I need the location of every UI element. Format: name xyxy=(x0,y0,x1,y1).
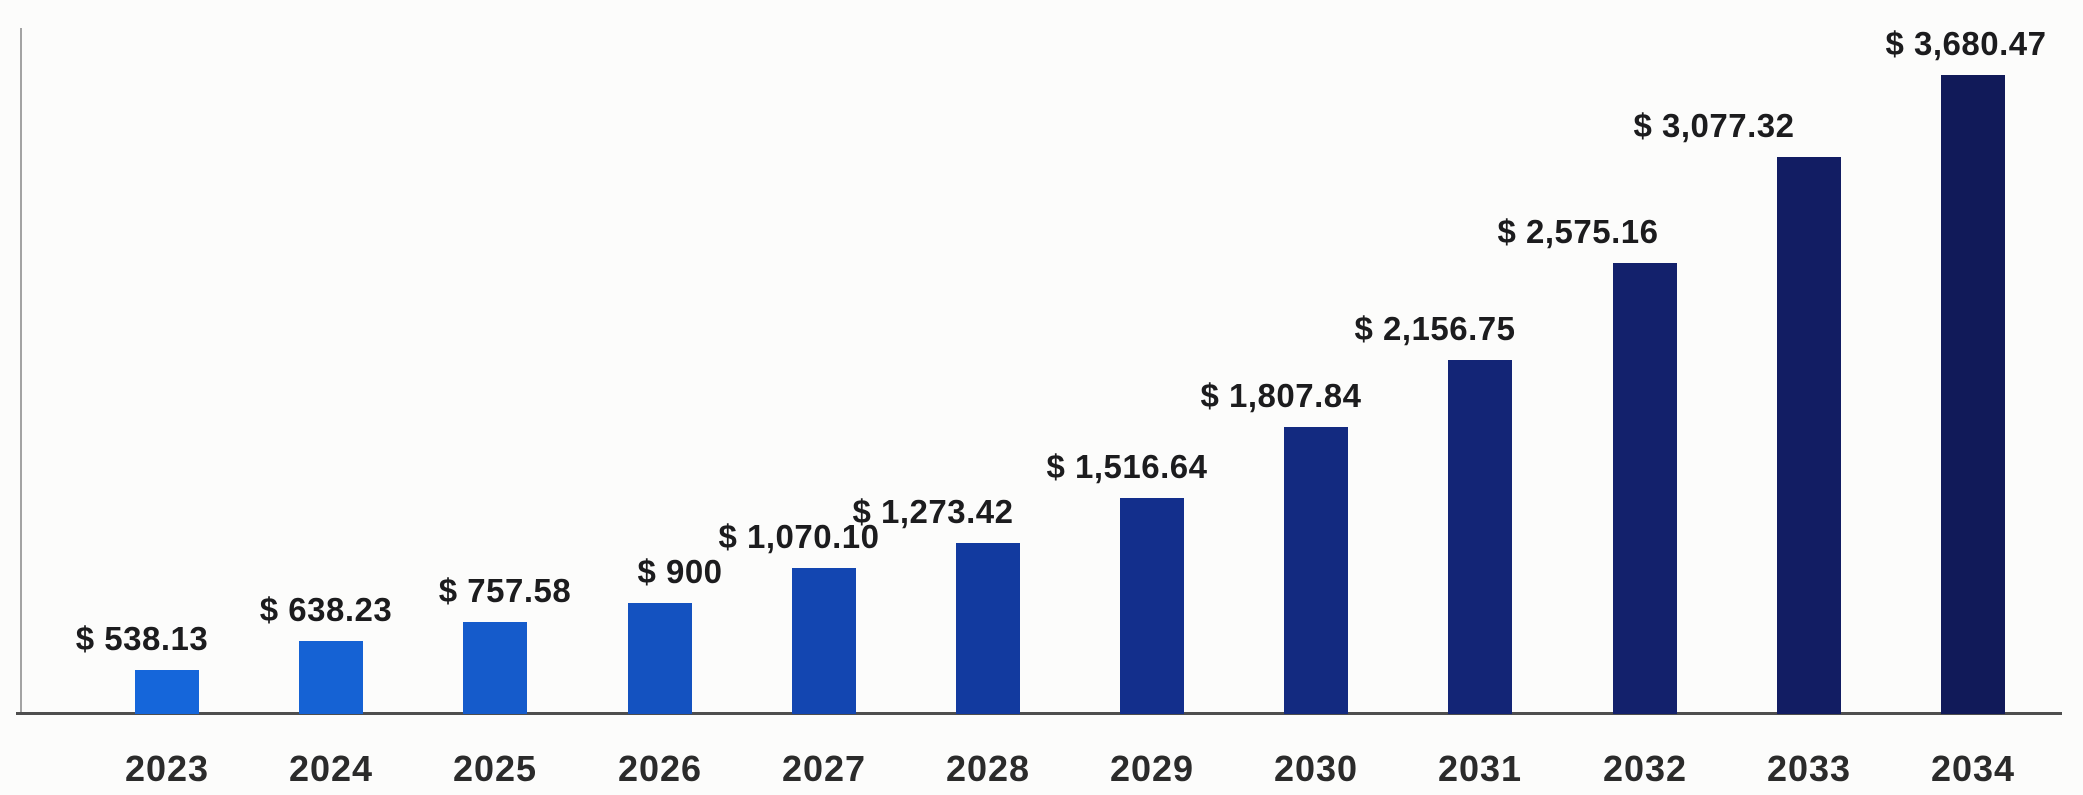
bar-2024 xyxy=(299,641,363,714)
bar-value-label-2029: $ 1,516.64 xyxy=(1046,448,1208,485)
bar-value-label-2024: $ 638.23 xyxy=(259,591,393,628)
bar-2030 xyxy=(1284,427,1348,714)
x-tick-2030: 2030 xyxy=(1273,748,1359,789)
bar-2032 xyxy=(1613,263,1677,714)
bar-2028 xyxy=(956,543,1020,714)
bar-2027 xyxy=(792,568,856,714)
bar-2026 xyxy=(628,603,692,714)
x-tick-2033: 2033 xyxy=(1766,748,1852,789)
y-axis-line xyxy=(20,28,22,713)
x-tick-2024: 2024 xyxy=(288,748,374,789)
x-tick-2028: 2028 xyxy=(945,748,1031,789)
bar-value-label-2027: $ 1,070.10 xyxy=(718,518,880,555)
bar-value-label-2026: $ 900 xyxy=(637,553,723,590)
bar-value-label-2028: $ 1,273.42 xyxy=(852,493,1014,530)
x-tick-2032: 2032 xyxy=(1602,748,1688,789)
bar-2034 xyxy=(1941,75,2005,714)
bar-2033 xyxy=(1777,157,1841,714)
x-tick-2034: 2034 xyxy=(1930,748,2016,789)
bar-2025 xyxy=(463,622,527,714)
x-axis-line xyxy=(16,712,2062,715)
bar-value-label-2025: $ 757.58 xyxy=(438,572,572,609)
bar-value-label-2033: $ 3,077.32 xyxy=(1633,107,1795,144)
x-tick-2025: 2025 xyxy=(452,748,538,789)
x-tick-2029: 2029 xyxy=(1109,748,1195,789)
bar-2031 xyxy=(1448,360,1512,714)
x-tick-2026: 2026 xyxy=(617,748,703,789)
bar-2023 xyxy=(135,670,199,714)
bar-value-label-2030: $ 1,807.84 xyxy=(1200,377,1362,414)
x-tick-2023: 2023 xyxy=(124,748,210,789)
x-tick-2031: 2031 xyxy=(1437,748,1523,789)
x-tick-2027: 2027 xyxy=(781,748,867,789)
bar-value-label-2023: $ 538.13 xyxy=(75,620,209,657)
bar-2029 xyxy=(1120,498,1184,714)
bar-value-label-2032: $ 2,575.16 xyxy=(1497,213,1659,250)
bar-value-label-2031: $ 2,156.75 xyxy=(1354,310,1516,347)
bar-value-label-2034: $ 3,680.47 xyxy=(1885,25,2047,62)
